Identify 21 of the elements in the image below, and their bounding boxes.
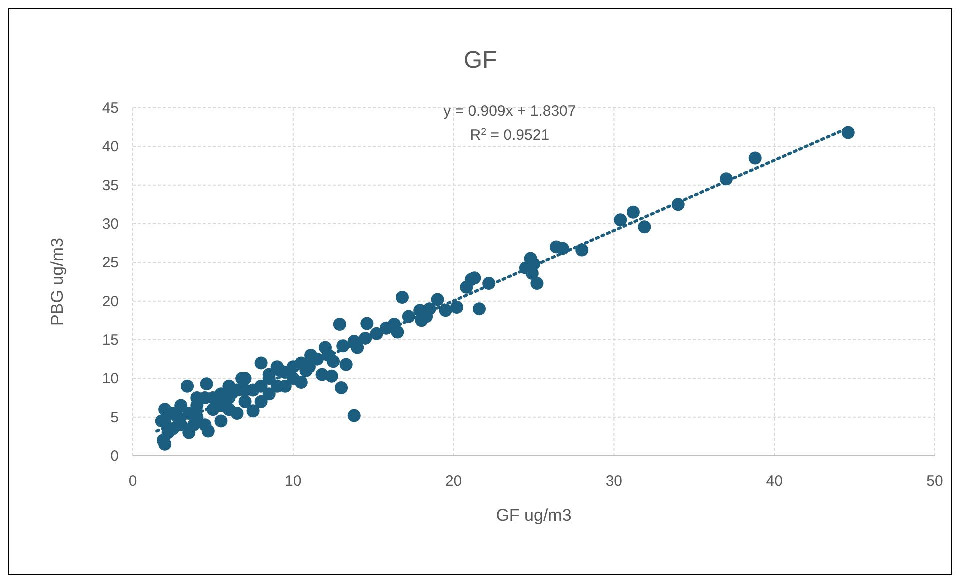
x-axis-title: GF ug/m3 [496,506,572,525]
y-tick-label: 10 [102,370,119,388]
y-tick-label: 45 [102,100,119,117]
y-tick-label: 20 [102,293,119,310]
y-tick-label: 15 [102,332,119,349]
x-tick-label: 0 [128,473,138,490]
x-tick-label: 50 [926,473,944,490]
y-tick-label: 0 [110,448,119,465]
x-tick-label: 40 [766,473,783,490]
x-tick-label: 10 [285,473,302,490]
y-tick-label: 25 [102,254,119,272]
y-tick-label: 5 [110,409,119,426]
annotation: R$^{2}$ = 0.9521 [470,126,550,144]
x-tick-label: 30 [606,473,623,490]
y-axis-title: PBG ug/m3 [48,238,67,326]
y-tick-label: 30 [102,216,119,233]
annotation: y = 0.909x + 1.8307 [444,103,576,120]
y-tick-label: 35 [102,177,119,194]
y-tick-label: 40 [102,138,119,156]
x-tick-label: 20 [445,473,462,490]
chart-title: GF [464,47,498,74]
